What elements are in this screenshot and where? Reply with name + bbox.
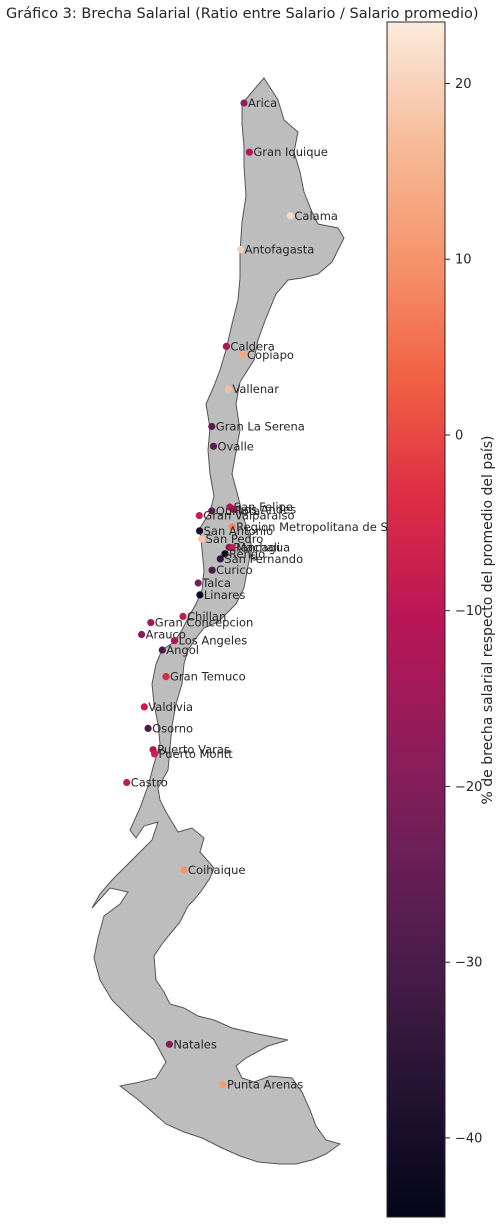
- city-label: Osorno: [152, 721, 193, 735]
- city-point: [198, 535, 206, 543]
- city-label: Rengo: [229, 547, 265, 561]
- colorbar-tick-label: 0: [455, 429, 463, 444]
- city-label: Punta Arenas: [227, 1078, 303, 1092]
- city-point: [158, 646, 166, 654]
- city-label: San Antonio: [204, 524, 274, 538]
- city-point: [123, 778, 131, 787]
- city-point: [138, 630, 146, 639]
- city-label: Antofagasta: [245, 243, 315, 257]
- city-label: Los Angeles: [179, 634, 248, 648]
- city-label: Ovalle: [218, 439, 254, 453]
- city-label: Natales: [173, 1037, 216, 1051]
- city-label: Vallenar: [232, 382, 279, 396]
- city-point: [150, 750, 159, 758]
- city-point: [180, 866, 188, 874]
- colorbar-tick-label: −30: [455, 956, 482, 971]
- colorbar-tick-label: −10: [455, 604, 482, 619]
- city-point: [179, 612, 187, 621]
- city-point: [228, 544, 236, 552]
- city-point: [196, 527, 204, 535]
- city-point: [147, 619, 155, 627]
- map-area: [91, 77, 345, 1165]
- city-point: [222, 342, 230, 350]
- city-label: San Fernando: [224, 552, 303, 566]
- city-point: [221, 550, 229, 558]
- city-point: [162, 673, 170, 681]
- city-label: Valdivia: [148, 700, 193, 714]
- city-label: Los Andes: [238, 502, 296, 516]
- data-points: Arica Gran Iquique Calama Antofagasta Calder…: [123, 96, 431, 1092]
- colorbar-tick-label: −20: [455, 780, 482, 795]
- city-label: Arica: [248, 96, 277, 110]
- city-label: Coihaique: [188, 863, 245, 877]
- city-label: Machali: [236, 541, 280, 555]
- city-label: Angol: [166, 643, 199, 657]
- colorbar-tick-label: −40: [455, 1131, 482, 1146]
- city-point: [219, 1081, 227, 1089]
- city-point: [230, 505, 238, 513]
- city-point: [286, 212, 294, 220]
- city-label: Gran Concepcion: [155, 616, 254, 630]
- city-point: [208, 507, 216, 515]
- city-label: Gran Valparaiso: [203, 509, 294, 523]
- colorbar: 20 10 0 −10 −20 −30 −40 % de brecha salarial r…: [386, 21, 496, 1218]
- city-label: Puerto Varas: [157, 743, 230, 757]
- city-label: Talca: [201, 576, 231, 590]
- chile-map: [91, 77, 345, 1165]
- city-point: [209, 442, 218, 450]
- city-label: Puerto Montt: [159, 747, 234, 761]
- colorbar-ticks: 20 10 0 −10 −20 −30 −40: [445, 77, 482, 1146]
- colorbar-tick-label: 20: [455, 77, 472, 92]
- city-point: [170, 637, 179, 645]
- city-label: Caldera: [230, 339, 274, 353]
- city-point: [237, 246, 245, 254]
- city-point: [224, 385, 232, 393]
- chart-title: Gráfico 3: Brecha Salarial (Ratio entre …: [6, 6, 479, 22]
- city-point: [165, 1040, 173, 1048]
- city-label: Curico: [216, 563, 253, 577]
- city-point: [245, 148, 253, 156]
- city-label: Chillan: [187, 609, 226, 623]
- city-label: Calama: [294, 209, 338, 223]
- city-label: Castro: [131, 776, 168, 790]
- city-label: Rancagua: [233, 540, 290, 554]
- city-point: [239, 351, 247, 359]
- city-point: [216, 555, 224, 563]
- city-label: San Pedro: [206, 532, 264, 546]
- city-point: [240, 99, 248, 107]
- city-label: San Felipe: [234, 500, 293, 514]
- city-label: Copiapo: [247, 348, 294, 362]
- colorbar-gradient: [386, 21, 446, 1218]
- city-point: [196, 591, 204, 599]
- city-label: Gran Iquique: [253, 145, 327, 159]
- city-point: [195, 511, 203, 520]
- city-point: [208, 422, 216, 431]
- city-point: [208, 566, 216, 574]
- city-label: Region Metropolitana de Santiago: [236, 520, 431, 534]
- colorbar-label: % de brecha salarial respecto del promed…: [480, 436, 496, 805]
- city-point: [144, 724, 152, 733]
- city-label: Gran La Serena: [216, 420, 305, 434]
- city-label: Linares: [204, 588, 245, 602]
- city-point: [228, 523, 236, 531]
- colorbar-tick-label: 10: [455, 253, 472, 268]
- city-point: [194, 579, 202, 587]
- city-label: Quillota: [216, 504, 261, 518]
- city-label: Gran Temuco: [170, 670, 246, 684]
- city-point: [140, 703, 148, 711]
